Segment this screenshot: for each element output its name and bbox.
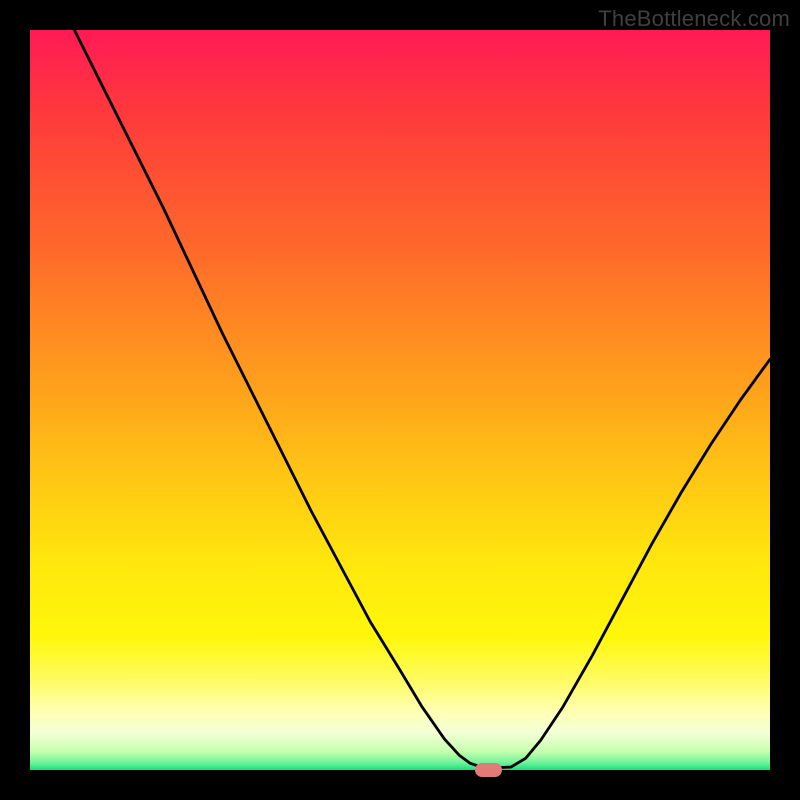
- bottleneck-chart: [0, 0, 800, 800]
- bottleneck-marker: [475, 763, 502, 776]
- stage: TheBottleneck.com: [0, 0, 800, 800]
- chart-plot-area: [30, 30, 770, 770]
